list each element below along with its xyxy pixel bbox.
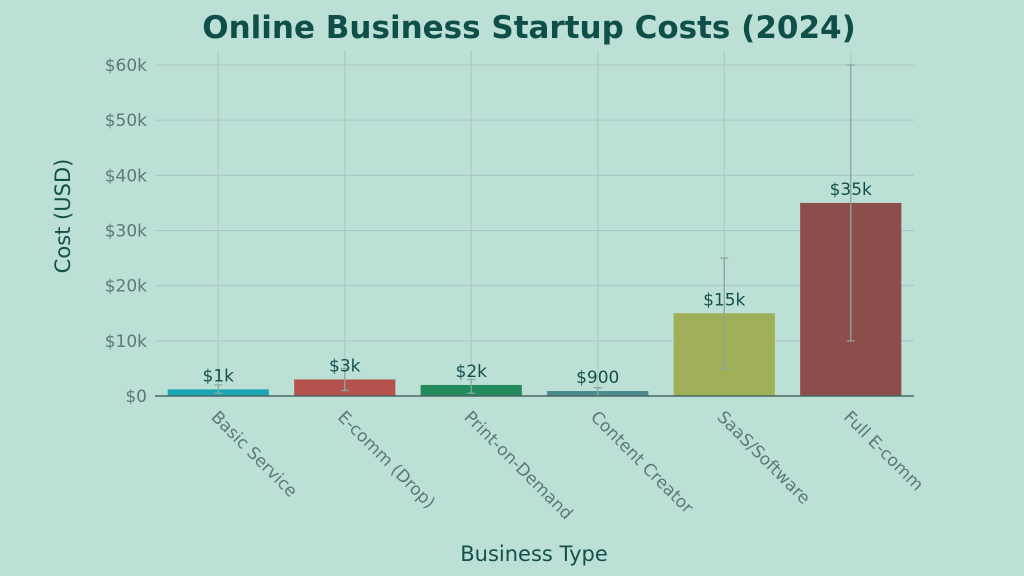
x-axis-label: Business Type [460,542,608,566]
y-tick-label: $30k [105,222,147,242]
data-labels: $1k $3k $2k $900 $15k $35k [203,180,873,388]
y-tick-label: $0 [125,387,147,407]
y-tick-label: $20k [105,277,147,297]
data-label: $2k [456,362,488,382]
x-tick-label: Basic Service [207,407,301,501]
data-label: $15k [703,290,745,310]
data-label: $3k [329,356,361,376]
x-tick-label: E-comm (Drop) [333,407,439,513]
y-tick-label: $10k [105,332,147,352]
chart-title: Online Business Startup Costs (2024) [202,10,856,46]
x-tick-label: Full E-comm [839,407,927,495]
y-tick-label: $60k [105,56,147,76]
y-tick-label: $40k [105,166,147,186]
y-tick-label: $50k [105,111,147,131]
x-tick-labels: Basic Service E-comm (Drop) Print-on-Deman… [207,407,927,524]
y-tick-labels: $0 $10k $20k $30k $40k $50k $60k [105,56,147,407]
x-tick-label: Content Creator [586,407,697,518]
data-label: $900 [576,368,619,388]
data-label: $1k [203,366,235,386]
bars [167,202,902,396]
x-tick-label: SaaS/Software [713,407,814,508]
x-tick-label: Print-on-Demand [460,407,577,524]
y-axis-label: Cost (USD) [51,159,75,274]
data-label: $35k [830,180,872,200]
error-bars [214,64,855,397]
